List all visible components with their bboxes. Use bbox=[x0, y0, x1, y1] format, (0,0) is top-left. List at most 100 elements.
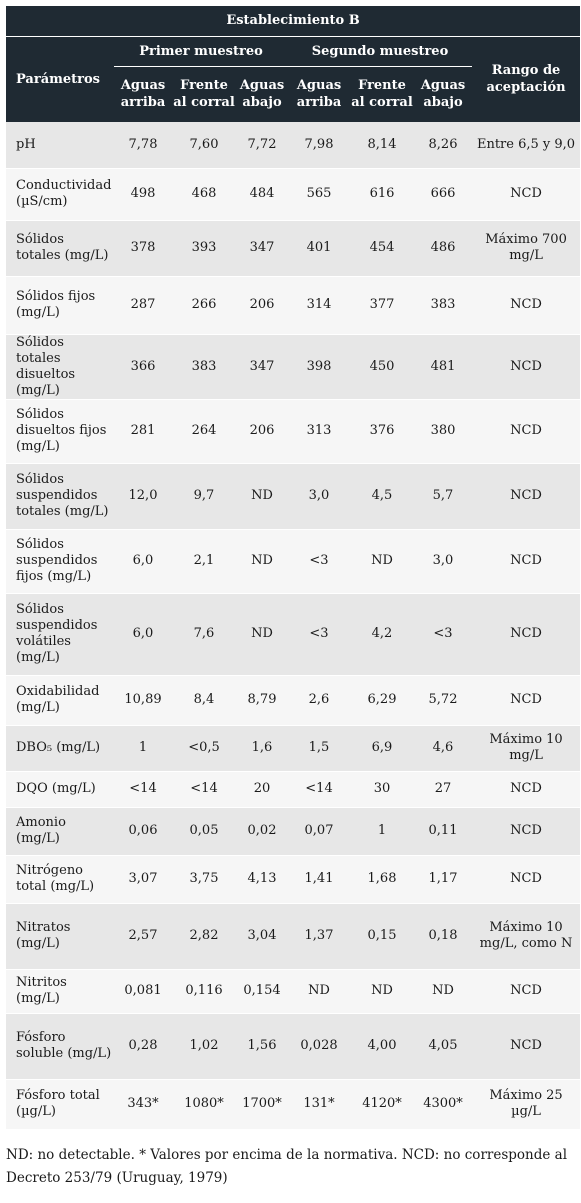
parameter-cell: Amonio (mg/L) bbox=[6, 807, 114, 856]
table-row: Fósforo total (µg/L) 343* 1080* 1700* 131* 41… bbox=[6, 1079, 581, 1130]
value-cell: 1,6 bbox=[236, 725, 288, 772]
value-cell: 0,154 bbox=[236, 969, 288, 1014]
value-cell: 0,116 bbox=[172, 969, 236, 1014]
range-cell: NCD bbox=[472, 168, 581, 221]
parameter-cell: DBO₅ (mg/L) bbox=[6, 725, 114, 772]
value-cell: 0,081 bbox=[114, 969, 172, 1014]
value-cell: <3 bbox=[414, 593, 472, 676]
value-cell: 6,0 bbox=[114, 593, 172, 676]
value-cell: 8,14 bbox=[350, 122, 414, 169]
value-cell: 0,11 bbox=[414, 807, 472, 856]
value-cell: <3 bbox=[288, 529, 350, 594]
value-cell: 10,89 bbox=[114, 675, 172, 726]
value-cell: 481 bbox=[414, 334, 472, 400]
range-cell: NCD bbox=[472, 1013, 581, 1080]
value-cell: 1,02 bbox=[172, 1013, 236, 1080]
table-footnote: ND: no detectable. * Valores por encima … bbox=[6, 1147, 568, 1186]
table-row: Sólidos totales (mg/L) 378 393 347 401 454 486… bbox=[6, 220, 581, 277]
range-cell: NCD bbox=[472, 399, 581, 464]
value-cell: 6,0 bbox=[114, 529, 172, 594]
value-cell: 0,15 bbox=[350, 903, 414, 970]
value-cell: 383 bbox=[414, 276, 472, 335]
value-cell: <14 bbox=[114, 771, 172, 808]
value-cell: 398 bbox=[288, 334, 350, 400]
parameter-cell: Fósforo total (µg/L) bbox=[6, 1079, 114, 1130]
value-cell: 565 bbox=[288, 168, 350, 221]
value-cell: 3,0 bbox=[288, 463, 350, 530]
value-cell: 401 bbox=[288, 220, 350, 277]
range-cell: NCD bbox=[472, 855, 581, 904]
value-cell: 20 bbox=[236, 771, 288, 808]
table-row: Conductividad (µS/cm) 498 468 484 565 616 666 N… bbox=[6, 168, 581, 221]
value-cell: 313 bbox=[288, 399, 350, 464]
value-cell: 2,82 bbox=[172, 903, 236, 970]
value-cell: 1,41 bbox=[288, 855, 350, 904]
value-cell: <14 bbox=[172, 771, 236, 808]
value-cell: 486 bbox=[414, 220, 472, 277]
value-cell: 4,2 bbox=[350, 593, 414, 676]
parameter-cell: pH bbox=[6, 122, 114, 169]
range-cell: Máximo 700 mg/L bbox=[472, 220, 581, 277]
value-cell: 266 bbox=[172, 276, 236, 335]
table-row: Sólidos suspendidos totales (mg/L) 12,0 9,… bbox=[6, 463, 581, 530]
value-cell: 7,98 bbox=[288, 122, 350, 169]
value-cell: 281 bbox=[114, 399, 172, 464]
group-header-first: Primer muestreo bbox=[114, 36, 288, 67]
value-cell: 4,6 bbox=[414, 725, 472, 772]
value-cell: 5,72 bbox=[414, 675, 472, 726]
parameter-cell: Nitrógeno total (mg/L) bbox=[6, 855, 114, 904]
document-page: Establecimiento B Parámetros Primer mues… bbox=[0, 6, 581, 1186]
value-cell: 12,0 bbox=[114, 463, 172, 530]
parameter-cell: Sólidos fijos (mg/L) bbox=[6, 276, 114, 335]
value-cell: 3,0 bbox=[414, 529, 472, 594]
value-cell: 1,17 bbox=[414, 855, 472, 904]
value-cell: 0,18 bbox=[414, 903, 472, 970]
parameter-cell: DQO (mg/L) bbox=[6, 771, 114, 808]
table-row: Fósforo soluble (mg/L) 0,28 1,02 1,56 0,028 4… bbox=[6, 1013, 581, 1080]
value-cell: 2,57 bbox=[114, 903, 172, 970]
table-row: Nitrógeno total (mg/L) 3,07 3,75 4,13 1,41 1,… bbox=[6, 855, 581, 904]
col-header-params: Parámetros bbox=[16, 71, 100, 87]
range-cell: Entre 6,5 y 9,0 bbox=[472, 122, 581, 169]
value-cell: 0,05 bbox=[172, 807, 236, 856]
value-cell: <0,5 bbox=[172, 725, 236, 772]
range-cell: NCD bbox=[472, 529, 581, 594]
table-row: Sólidos disueltos fijos (mg/L) 281 264 206 3… bbox=[6, 399, 581, 464]
value-cell: 666 bbox=[414, 168, 472, 221]
value-cell: 4,05 bbox=[414, 1013, 472, 1080]
table-row: Sólidos fijos (mg/L) 287 266 206 314 377 383 NC… bbox=[6, 276, 581, 335]
value-cell: 3,07 bbox=[114, 855, 172, 904]
value-cell: 7,6 bbox=[172, 593, 236, 676]
table-row: Oxidabilidad (mg/L) 10,89 8,4 8,79 2,6 6,29 5,… bbox=[6, 675, 581, 726]
sub-header: Aguas abajo bbox=[239, 78, 285, 111]
value-cell: ND bbox=[288, 969, 350, 1014]
range-cell: NCD bbox=[472, 334, 581, 400]
value-cell: 2,1 bbox=[172, 529, 236, 594]
table-row: DQO (mg/L) <14 <14 20 <14 30 27 NCD bbox=[6, 771, 581, 808]
value-cell: ND bbox=[350, 969, 414, 1014]
value-cell: 7,78 bbox=[114, 122, 172, 169]
value-cell: 454 bbox=[350, 220, 414, 277]
value-cell: 376 bbox=[350, 399, 414, 464]
range-cell: NCD bbox=[472, 463, 581, 530]
table-row: Nitratos (mg/L) 2,57 2,82 3,04 1,37 0,15 0,18 M… bbox=[6, 903, 581, 970]
range-cell: NCD bbox=[472, 593, 581, 676]
range-cell: NCD bbox=[472, 276, 581, 335]
value-cell: 8,4 bbox=[172, 675, 236, 726]
value-cell: 450 bbox=[350, 334, 414, 400]
value-cell: 2,6 bbox=[288, 675, 350, 726]
parameter-cell: Nitratos (mg/L) bbox=[6, 903, 114, 970]
parameter-cell: Sólidos disueltos fijos (mg/L) bbox=[6, 399, 114, 464]
table-body: pH 7,78 7,60 7,72 7,98 8,14 8,26 Entre 6,5 y 9,… bbox=[6, 122, 581, 1130]
sub-header: Frente al corral bbox=[173, 78, 235, 111]
range-cell: NCD bbox=[472, 675, 581, 726]
parameter-cell: Conductividad (µS/cm) bbox=[6, 168, 114, 221]
table-title: Establecimiento B bbox=[226, 13, 360, 29]
value-cell: 287 bbox=[114, 276, 172, 335]
value-cell: 484 bbox=[236, 168, 288, 221]
parameter-cell: Sólidos suspendidos totales (mg/L) bbox=[6, 463, 114, 530]
value-cell: 1 bbox=[114, 725, 172, 772]
range-cell: Máximo 10 mg/L bbox=[472, 725, 581, 772]
value-cell: <3 bbox=[288, 593, 350, 676]
value-cell: 6,29 bbox=[350, 675, 414, 726]
